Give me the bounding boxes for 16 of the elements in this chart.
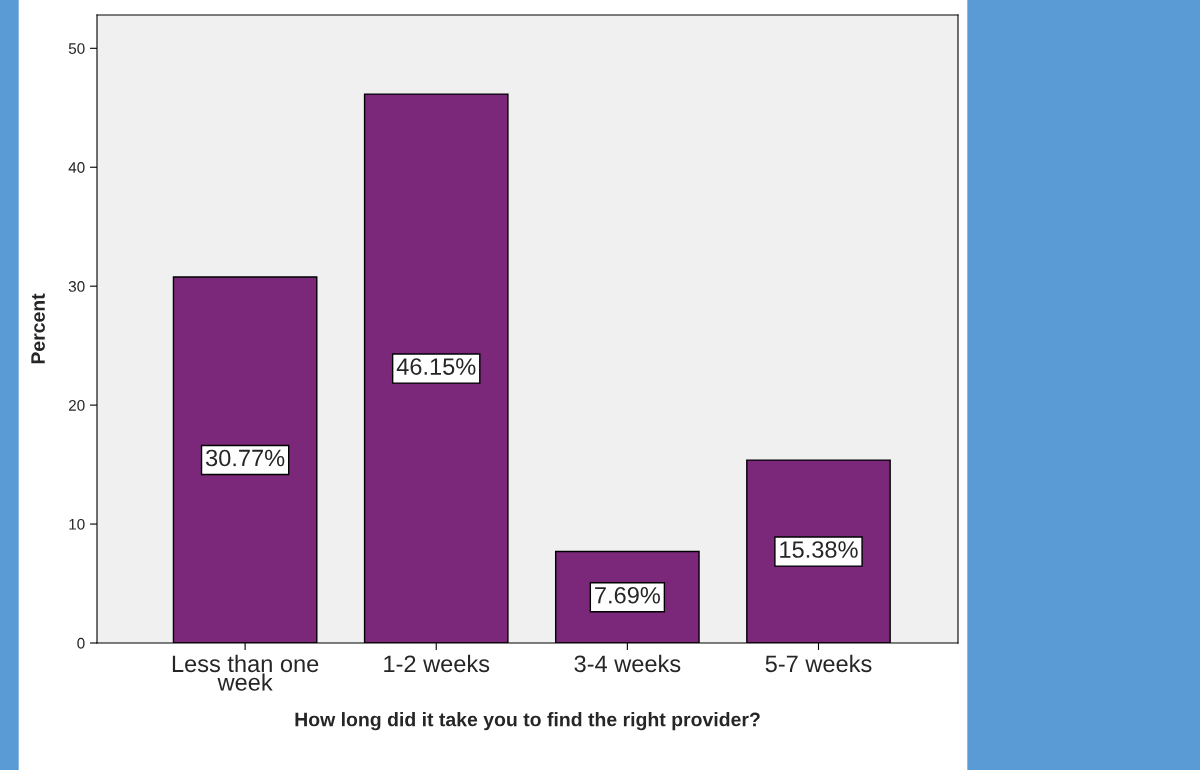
y-tick-label: 10 xyxy=(69,518,85,530)
y-axis-title: Percent xyxy=(31,293,45,364)
data-label: 46.15% xyxy=(396,358,476,375)
x-axis-title: How long did it take you to find the right provider? xyxy=(295,712,760,731)
y-tick-label: 40 xyxy=(68,162,85,173)
y-tick-label: 0 xyxy=(77,637,85,649)
x-tick-label: 1-2 weeks xyxy=(384,654,490,673)
y-tick-label: 50 xyxy=(68,43,85,54)
data-label: 15.38% xyxy=(780,541,858,558)
y-tick-label: 30 xyxy=(68,281,85,292)
x-tick-label: 5-7 weeks xyxy=(765,654,872,673)
x-tick-label: Less than one week xyxy=(172,654,319,691)
y-tick-label: 20 xyxy=(68,399,85,411)
data-label: 7.69% xyxy=(595,586,660,604)
x-tick-label: 3-4 weeks xyxy=(574,654,681,673)
data-label: 30.77% xyxy=(205,449,285,467)
